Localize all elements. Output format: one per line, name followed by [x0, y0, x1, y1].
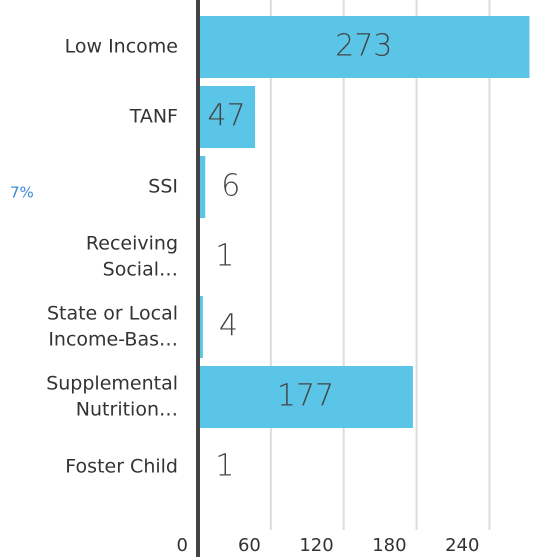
category-label: Low Income	[65, 36, 178, 58]
x-tick-label: 0	[177, 535, 188, 556]
x-tick-label: 60	[238, 535, 261, 556]
category-label: Nutrition…	[76, 399, 178, 421]
category-label: Supplemental	[46, 373, 178, 395]
bar	[198, 296, 203, 358]
x-tick-label: 120	[299, 535, 333, 556]
value-label: 1	[215, 239, 234, 274]
bar	[198, 366, 413, 428]
value-label: 4	[219, 309, 238, 344]
value-label: 6	[221, 169, 240, 204]
category-label: State or Local	[47, 303, 178, 325]
value-label: 1	[215, 449, 234, 484]
x-tick-label: 240	[445, 535, 479, 556]
x-tick-label: 180	[372, 535, 406, 556]
value-label: 47	[207, 99, 245, 134]
bar	[198, 156, 206, 218]
category-label: Income-Bas…	[48, 329, 178, 351]
category-label: SSI	[148, 176, 178, 198]
category-label: Foster Child	[65, 456, 178, 478]
category-label: TANF	[129, 106, 178, 128]
bar	[198, 86, 256, 148]
value-label: 273	[335, 29, 392, 64]
bar	[198, 16, 530, 78]
category-label: Social…	[103, 259, 178, 281]
category-label: Receiving	[86, 233, 178, 255]
value-label: 177	[277, 379, 334, 414]
annotation: 7%	[10, 184, 34, 202]
